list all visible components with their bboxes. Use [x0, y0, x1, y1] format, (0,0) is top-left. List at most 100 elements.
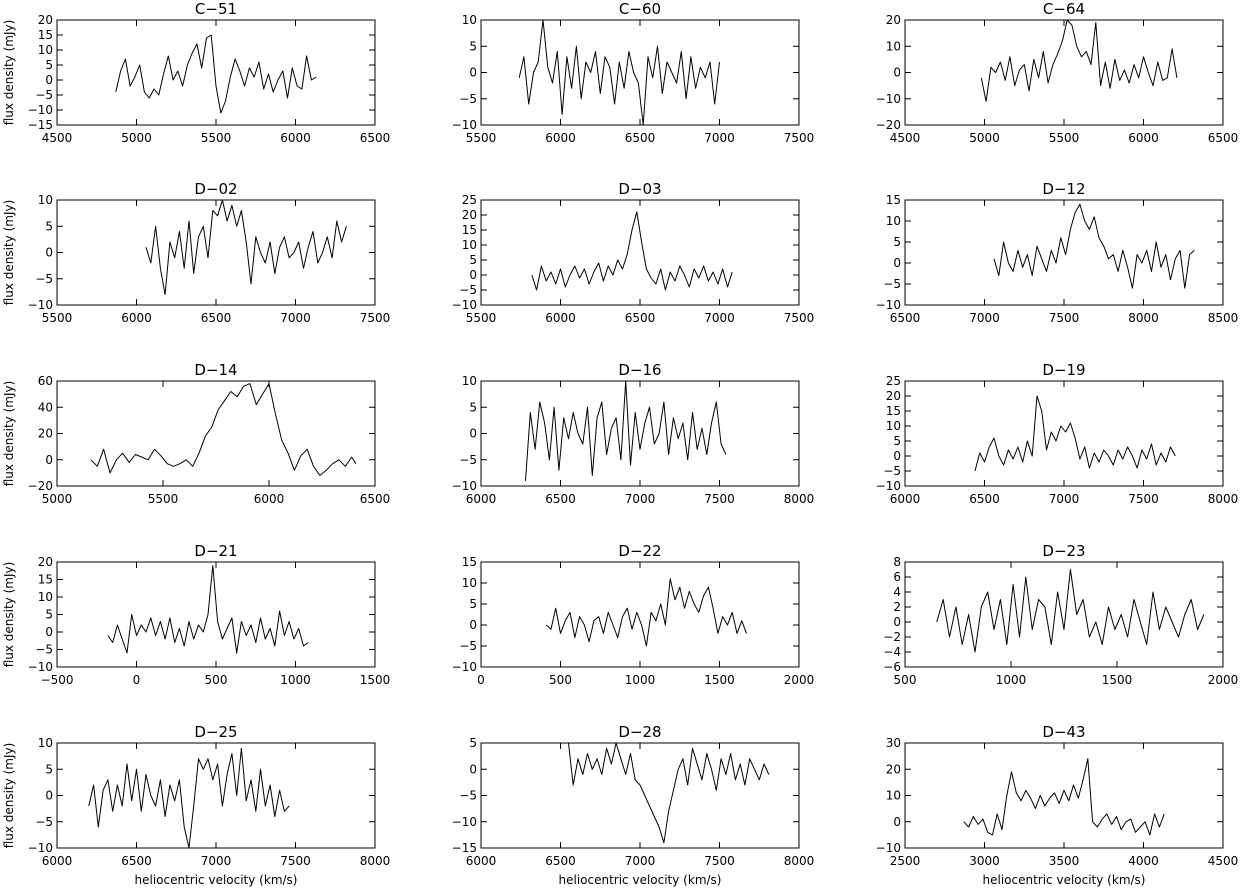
x-tick-label: 7500 [784, 131, 815, 145]
x-tick-label: 3500 [1049, 854, 1080, 868]
y-tick-label: 10 [886, 789, 901, 803]
x-tick-label: 7500 [704, 854, 735, 868]
y-tick-label: 0 [45, 246, 53, 260]
x-tick-label: 6500 [360, 131, 391, 145]
x-tick-label: 4500 [42, 131, 73, 145]
y-tick-label: −5 [459, 92, 477, 106]
y-tick-label: 20 [886, 762, 901, 776]
x-tick-label: 2500 [890, 854, 921, 868]
y-tick-label: 10 [886, 39, 901, 53]
x-tick-label: −500 [41, 673, 74, 687]
panel-title: D−12 [1042, 180, 1085, 198]
x-tick-label: 7000 [201, 854, 232, 868]
y-tick-label: 5 [469, 253, 477, 267]
y-tick-label: 10 [886, 214, 901, 228]
y-axis-label: flux density (mJy) [2, 200, 16, 306]
spectrum-line [518, 19, 720, 126]
plot-frame [904, 380, 1224, 487]
spectrum-line [963, 758, 1165, 836]
y-tick-label: 0 [893, 449, 901, 463]
x-tick-label: 4000 [1128, 854, 1159, 868]
y-tick-label: 10 [462, 576, 477, 590]
y-tick-label: 0 [45, 625, 53, 639]
y-tick-label: 10 [462, 374, 477, 388]
x-tick-label: 6500 [1208, 131, 1239, 145]
panel-title: D−02 [194, 180, 237, 198]
y-tick-label: −5 [459, 639, 477, 653]
y-tick-label: −10 [452, 660, 477, 674]
y-tick-label: 5 [45, 58, 53, 72]
x-axis-label: heliocentric velocity (km/s) [983, 873, 1146, 887]
y-tick-label: 5 [469, 400, 477, 414]
y-tick-label: −5 [35, 88, 53, 102]
x-tick-label: 5500 [1049, 131, 1080, 145]
x-tick-label: 7000 [704, 131, 735, 145]
y-tick-label: 0 [469, 618, 477, 632]
spectrum-line [980, 19, 1178, 102]
x-tick-label: 5500 [201, 131, 232, 145]
y-tick-label: −10 [28, 103, 53, 117]
x-tick-label: 500 [549, 673, 572, 687]
x-tick-label: 6500 [201, 311, 232, 325]
x-tick-label: 6000 [890, 492, 921, 506]
y-tick-label: 15 [886, 193, 901, 207]
plot-frame [480, 199, 800, 306]
y-tick-label: 20 [886, 389, 901, 403]
spectrum-line [545, 578, 747, 647]
x-tick-label: 7000 [625, 854, 656, 868]
spectrum-line [993, 203, 1195, 289]
y-tick-label: −4 [883, 645, 901, 659]
panel-title: C−60 [619, 0, 661, 18]
y-tick-label: −10 [28, 660, 53, 674]
y-tick-label: −5 [459, 789, 477, 803]
x-tick-label: 6000 [121, 311, 152, 325]
x-tick-label: 6000 [545, 311, 576, 325]
y-tick-label: 10 [462, 13, 477, 27]
plot-frame [480, 19, 800, 126]
panel-12: D−25 6000 6500 7000 7500 8000 −10 −5 0 5 10 flux de… [2, 723, 390, 887]
spectrum-line [88, 747, 290, 849]
x-tick-label: 8500 [1208, 311, 1239, 325]
panel-title: D−23 [1042, 542, 1085, 560]
x-tick-label: 6500 [360, 492, 391, 506]
panel-6: D−14 5000 5500 6000 6500 −20 0 20 40 60 flux densi… [2, 361, 390, 506]
x-tick-label: 1500 [1102, 673, 1133, 687]
y-tick-label: 10 [38, 736, 53, 750]
spectrum-line [568, 742, 770, 844]
y-tick-label: 5 [893, 434, 901, 448]
x-tick-label: 7500 [1128, 492, 1159, 506]
plot-frame [56, 199, 376, 306]
spectrum-line [531, 211, 733, 291]
y-tick-label: −5 [35, 643, 53, 657]
panel-5: D−12 6500 7000 7500 8000 8500 −10 −5 0 5 10 15 [876, 180, 1239, 325]
x-tick-label: 3000 [969, 854, 1000, 868]
panel-title: D−03 [618, 180, 661, 198]
x-tick-label: 7000 [1049, 492, 1080, 506]
y-tick-label: 0 [893, 615, 901, 629]
y-tick-label: −5 [459, 453, 477, 467]
y-tick-label: 0 [45, 453, 53, 467]
x-tick-label: 6000 [545, 131, 576, 145]
panel-title: D−22 [618, 542, 661, 560]
x-tick-label: 7500 [280, 854, 311, 868]
y-tick-label: 5 [45, 219, 53, 233]
y-tick-label: 15 [886, 404, 901, 418]
panel-1: C−60 5500 6000 6500 7000 7500 −10 −5 0 5 10 [452, 0, 815, 145]
y-tick-label: 15 [462, 555, 477, 569]
y-tick-label: 10 [886, 419, 901, 433]
x-tick-label: 1500 [704, 673, 735, 687]
x-tick-label: 7000 [704, 311, 735, 325]
y-tick-label: 0 [469, 762, 477, 776]
panel-9: D−21 −500 0 500 1000 1500 −10 −5 0 5 10 15 20 flux de… [2, 542, 390, 687]
x-tick-label: 4500 [890, 131, 921, 145]
y-tick-label: −5 [883, 277, 901, 291]
y-tick-label: −10 [452, 298, 477, 312]
y-tick-label: −10 [28, 841, 53, 855]
y-tick-label: 2 [893, 600, 901, 614]
y-tick-label: 0 [469, 427, 477, 441]
plot-frame [904, 742, 1224, 849]
panel-title: D−16 [618, 361, 661, 379]
x-axis-label: heliocentric velocity (km/s) [559, 873, 722, 887]
y-tick-label: 6 [893, 570, 901, 584]
